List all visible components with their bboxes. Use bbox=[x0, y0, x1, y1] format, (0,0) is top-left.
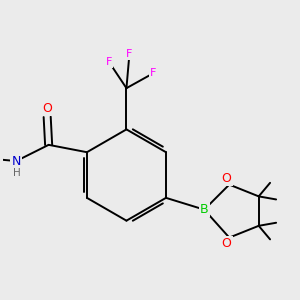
Text: O: O bbox=[42, 102, 52, 115]
Text: O: O bbox=[221, 237, 231, 250]
Text: N: N bbox=[12, 154, 21, 167]
Text: F: F bbox=[150, 68, 156, 78]
Text: H: H bbox=[13, 168, 21, 178]
Text: B: B bbox=[200, 203, 208, 216]
Text: F: F bbox=[106, 57, 112, 67]
Text: F: F bbox=[126, 49, 133, 59]
Text: O: O bbox=[221, 172, 231, 185]
